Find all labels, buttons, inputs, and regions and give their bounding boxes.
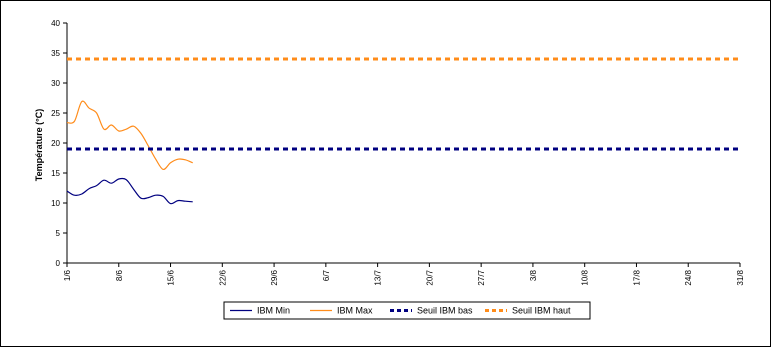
- series-ibm-min: [66, 177, 193, 205]
- series-layer: [66, 57, 740, 205]
- y-axis-title: Température (°C): [34, 109, 44, 181]
- legend-label-ibm-min: IBM Min: [257, 306, 290, 316]
- x-tick-label: 10/8: [581, 269, 590, 285]
- y-tick-label: 35: [51, 49, 60, 58]
- legend: IBM Min IBM Max Seuil IBM bas Seuil IBM hau…: [223, 301, 591, 320]
- legend-label-seuil-ibm-haut: Seuil IBM haut: [512, 306, 571, 316]
- y-tick-label: 15: [51, 169, 60, 178]
- y-ticks: 0 5 10 15 20 25 30 35 40: [51, 19, 67, 268]
- x-tick-label: 17/8: [632, 269, 641, 285]
- x-tick-label: 31/8: [736, 269, 745, 285]
- legend-label-ibm-max: IBM Max: [337, 306, 373, 316]
- x-tick-label: 6/7: [322, 269, 331, 281]
- y-tick-label: 20: [51, 139, 60, 148]
- y-tick-label: 30: [51, 79, 60, 88]
- x-tick-label: 24/8: [684, 269, 693, 285]
- x-tick-label: 15/6: [167, 269, 176, 285]
- series-ibm-max: [66, 100, 193, 171]
- x-tick-label: 1/6: [63, 269, 72, 281]
- x-tick-label: 22/6: [218, 269, 227, 285]
- y-tick-label: 25: [51, 109, 60, 118]
- y-tick-label: 5: [56, 229, 61, 238]
- x-tick-label: 13/7: [374, 269, 383, 285]
- y-tick-label: 40: [51, 19, 60, 28]
- x-tick-label: 20/7: [425, 269, 434, 285]
- x-tick-label: 8/6: [115, 269, 124, 281]
- x-tick-label: 3/8: [529, 269, 538, 281]
- x-tick-label: 29/6: [270, 269, 279, 285]
- x-ticks: 1/6 8/6 15/6 22/6 29/6 6/7 13/7 20/7 27/7 3/8 10/8…: [63, 263, 745, 286]
- y-tick-label: 0: [56, 259, 61, 268]
- y-tick-label: 10: [51, 199, 60, 208]
- x-tick-label: 27/7: [477, 269, 486, 285]
- legend-label-seuil-ibm-bas: Seuil IBM bas: [417, 306, 473, 316]
